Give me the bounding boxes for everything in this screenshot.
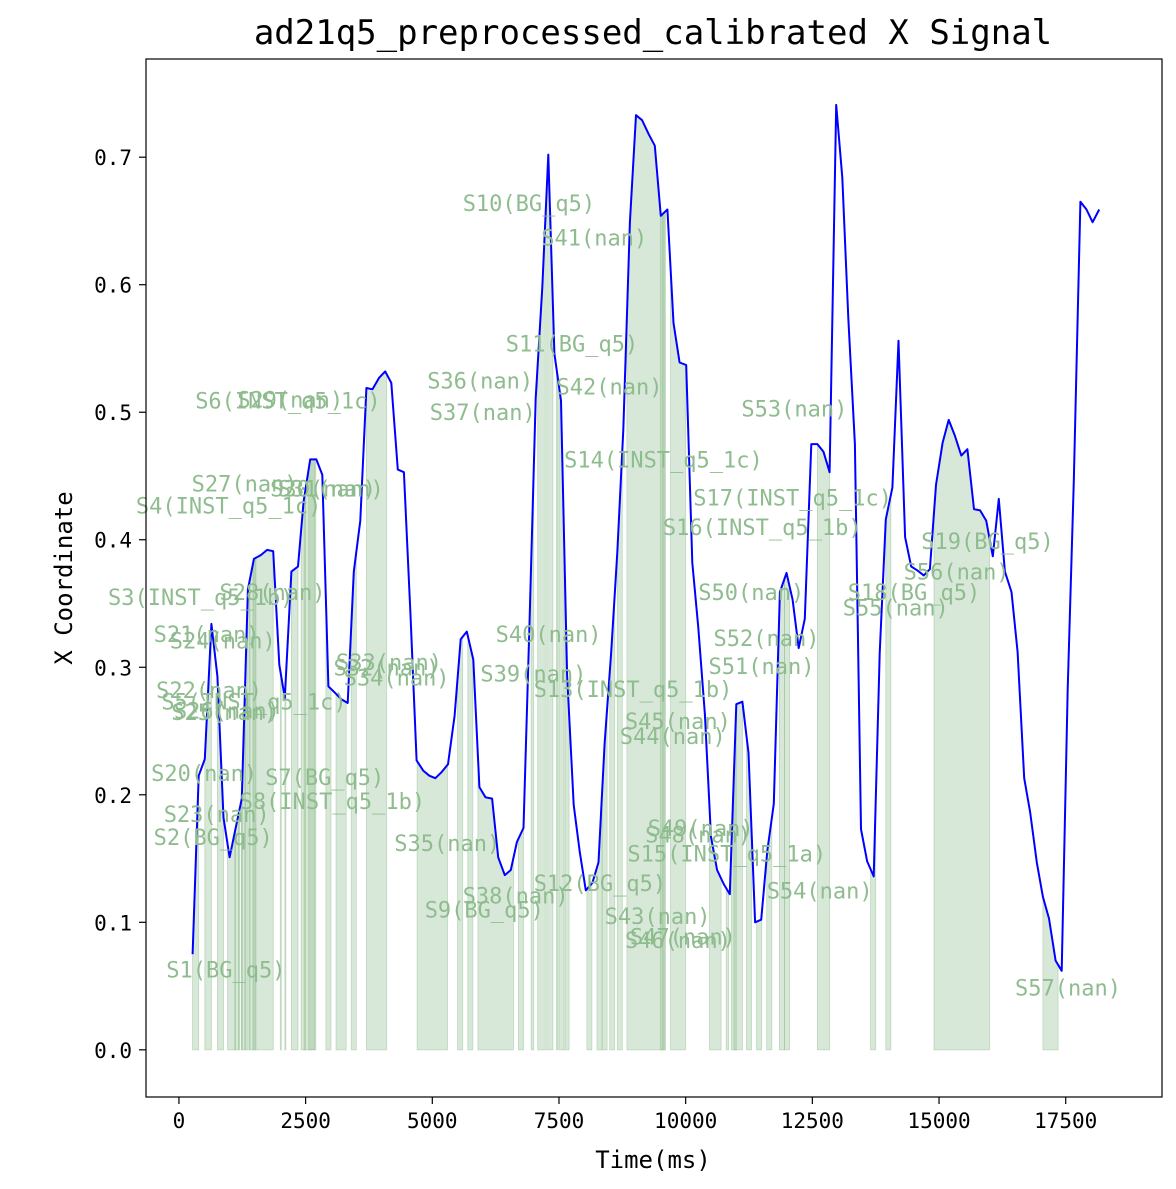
signal-line: [191, 103, 1101, 972]
segment-label-31: S31(nan): [278, 478, 384, 503]
y-axis-ticks: 0.0 0.1 0.2 0.3 0.4 0.5 0.6 0.7: [94, 146, 146, 1063]
segment-fill-34: [366, 370, 388, 1051]
segment-label-24: S24(nan): [170, 630, 276, 655]
segment-label-57: S57(nan): [1015, 976, 1121, 1001]
x-tick-label: 12500: [781, 1109, 844, 1133]
y-tick-label: 0.6: [94, 274, 132, 298]
segment-label-29: S29(nan): [237, 389, 343, 414]
segment-label-14: S14(INST_q5_1c): [564, 448, 763, 473]
segment-label-32: S32(nan): [334, 656, 440, 681]
segment-fill-30: [308, 459, 317, 1051]
segment-label-48: S48(nan): [645, 823, 751, 848]
segment-label-27: S27(nan): [192, 473, 298, 498]
y-tick-label: 0.3: [94, 656, 132, 680]
segment-label-56: S56(nan): [904, 561, 1010, 586]
segment-label-22: S22(nan): [156, 679, 262, 704]
x-tick-label: 5000: [407, 1109, 458, 1133]
segment-fill-48: [725, 886, 730, 1051]
segment-fill-28: [284, 678, 287, 1051]
segment-label-21: S21(nan): [154, 623, 260, 648]
segment-label-41: S41(nan): [541, 227, 647, 252]
x-axis-ticks: 0 2500 5000 7500 10000 12500 15000 17500: [173, 1097, 1097, 1133]
signal-line-layer: [191, 103, 1101, 972]
segment-label-10: S10(BG_q5): [463, 192, 595, 217]
segment-fill-17: [730, 701, 743, 1051]
y-tick-label: 0.5: [94, 401, 132, 425]
x-tick-label: 0: [173, 1109, 186, 1133]
segment-label-43: S43(nan): [605, 905, 711, 930]
segment-label-44: S44(nan): [620, 725, 726, 750]
y-tick-label: 0.0: [94, 1039, 132, 1063]
segment-label-34: S34(nan): [344, 667, 450, 692]
segment-label-28: S28(nan): [220, 581, 326, 606]
segment-labels: S1(BG_q5) S2(BG_q5) S3(INST_q5_1b) S4(INST_…: [108, 192, 1121, 1001]
segment-label-2: S2(BG_q5): [154, 826, 273, 851]
segment-label-54: S54(nan): [767, 879, 873, 904]
segment-fills: [192, 114, 1059, 1051]
x-tick-label: 7500: [534, 1109, 585, 1133]
segment-label-1: S1(BG_q5): [166, 959, 285, 984]
segment-label-8: S8(INST_q5_1b): [240, 790, 425, 815]
segment-label-4: S4(INST_q5_1c): [136, 494, 321, 519]
segment-label-36: S36(nan): [427, 369, 533, 394]
segment-label-38: S38(nan): [463, 885, 569, 910]
segment-fill-27: [279, 670, 282, 1051]
segment-label-45: S45(nan): [625, 710, 731, 735]
segment-fill-56: [885, 494, 892, 1051]
segment-label-49: S49(nan): [648, 817, 754, 842]
segment-fill-38: [518, 827, 524, 1051]
segment-label-7: S7(BG_q5): [265, 766, 384, 791]
segment-label-37: S37(nan): [430, 401, 536, 426]
segment-fill-20: [234, 827, 237, 1051]
segment-label-16: S16(INST_q5_1b): [663, 516, 862, 541]
segment-label-26: S26(nan): [174, 700, 280, 725]
x-axis-label: Time(ms): [595, 1146, 711, 1174]
segment-label-25: S25(nan): [171, 701, 277, 726]
segment-fill-57: [1042, 896, 1059, 1051]
chart-title: ad21q5_preprocessed_calibrated X Signal: [254, 13, 1052, 53]
segment-fill-51: [756, 913, 763, 1051]
y-axis-label: X Coordinate: [50, 491, 78, 664]
segment-label-53: S53(nan): [741, 397, 847, 422]
y-tick-label: 0.1: [94, 911, 132, 935]
segment-label-40: S40(nan): [496, 623, 602, 648]
x-tick-label: 15000: [907, 1109, 970, 1133]
segment-label-47: S47(nan): [630, 925, 736, 950]
x-tick-label: 2500: [280, 1109, 331, 1133]
segment-fill-40: [556, 368, 559, 1051]
plot-frame: [145, 58, 1163, 1098]
segment-label-55: S55(nan): [843, 596, 949, 621]
y-tick-label: 0.4: [94, 529, 132, 553]
segment-label-30: S30(nan): [270, 478, 376, 503]
segment-label-9: S9(BG_q5): [425, 899, 544, 924]
segment-fill-43: [586, 882, 593, 1051]
segment-label-42: S42(nan): [557, 376, 663, 401]
segment-fill-32: [335, 692, 347, 1051]
segment-label-12: S12(BG_q5): [534, 872, 666, 897]
x-tick-label: 17500: [1034, 1109, 1097, 1133]
segment-label-33: S33(nan): [336, 651, 442, 676]
segment-label-23: S23(nan): [164, 803, 270, 828]
y-tick-label: 0.7: [94, 146, 132, 170]
segment-label-46: S46(nan): [625, 929, 731, 954]
segment-label-5: S5(INST_q5_1c): [161, 691, 346, 716]
segment-label-52: S52(nan): [714, 627, 820, 652]
segment-label-39: S39(nan): [480, 663, 586, 688]
segment-label-15: S15(INST_q5_1a): [627, 842, 826, 867]
segment-label-11: S11(BG_q5): [506, 332, 638, 357]
segment-label-3: S3(INST_q5_1b): [108, 586, 293, 611]
segment-label-51: S51(nan): [709, 655, 815, 680]
segment-label-20: S20(nan): [151, 762, 257, 787]
segment-label-18: S18(BG_q5): [848, 581, 980, 606]
x-tick-label: 10000: [654, 1109, 717, 1133]
segment-label-50: S50(nan): [698, 581, 804, 606]
segment-label-6: S6(INST_q5_1c): [195, 390, 380, 415]
segment-label-19: S19(BG_q5): [921, 530, 1053, 555]
segment-label-35: S35(nan): [394, 832, 500, 857]
y-tick-label: 0.2: [94, 784, 132, 808]
segment-label-13: S13(INST_q5_1b): [534, 678, 733, 703]
segment-label-17: S17(INST_q5_1c): [693, 487, 892, 512]
